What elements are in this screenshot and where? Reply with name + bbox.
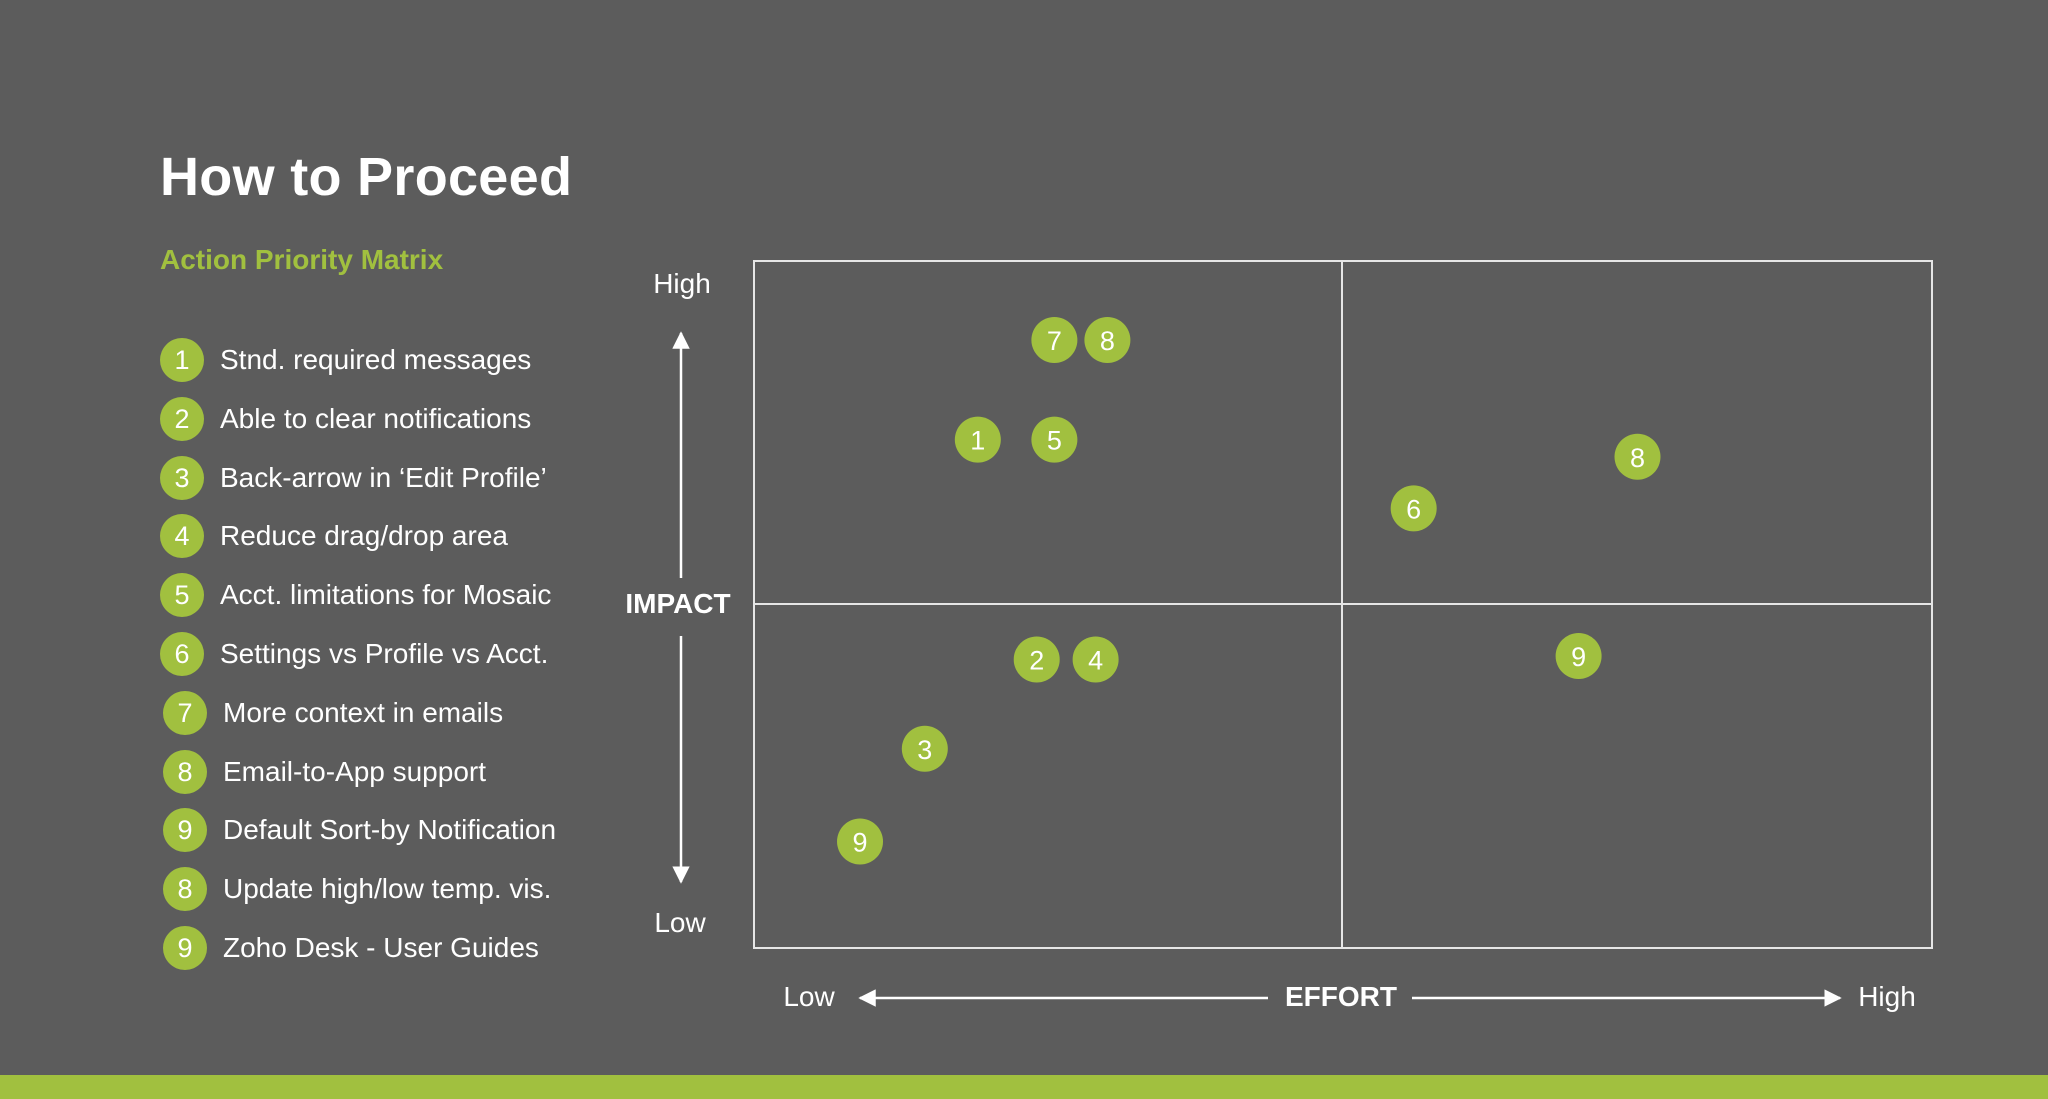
y-axis-low-label: Low xyxy=(654,907,706,938)
legend-number-badge: 8 xyxy=(163,750,207,794)
x-axis-label: EFFORT xyxy=(1285,981,1397,1012)
matrix-points: 7 8 1 5 8 6 2 4 9 3 9 xyxy=(837,317,1661,865)
matrix-point-label: 9 xyxy=(853,828,868,858)
matrix-point-marker xyxy=(1031,416,1078,463)
matrix-point-label: 1 xyxy=(970,426,985,456)
legend-number-badge: 7 xyxy=(163,691,207,735)
legend-label: Email-to-App support xyxy=(223,756,487,787)
matrix-point-marker xyxy=(901,725,948,772)
legend-item: 3 Back-arrow in ‘Edit Profile’ xyxy=(160,454,620,502)
footer-accent-bar xyxy=(0,1075,2048,1099)
matrix-point-label: 2 xyxy=(1029,645,1044,675)
matrix-point-5: 5 xyxy=(1031,416,1078,463)
matrix-point-marker xyxy=(1031,317,1078,364)
legend-item: 4 Reduce drag/drop area xyxy=(160,512,620,560)
legend-label: Default Sort-by Notification xyxy=(223,814,557,845)
matrix-point-label: 3 xyxy=(917,735,932,765)
matrix-point-label: 7 xyxy=(1047,326,1062,356)
y-axis-high-label: High xyxy=(653,268,711,299)
legend-number-badge: 9 xyxy=(163,808,207,852)
matrix-point-marker xyxy=(837,818,884,865)
legend-number-badge: 9 xyxy=(163,926,207,970)
page-title: How to Proceed xyxy=(160,147,573,207)
x-axis-low-label: Low xyxy=(783,981,835,1012)
y-axis-label: IMPACT xyxy=(625,588,730,619)
legend-label: More context in emails xyxy=(223,697,504,728)
matrix-point-8: 8 xyxy=(1084,317,1131,364)
matrix-point-label: 5 xyxy=(1047,426,1062,456)
legend-item: 7 More context in emails xyxy=(163,689,623,737)
page-subtitle: Action Priority Matrix xyxy=(160,244,444,275)
legend-label: Update high/low temp. vis. xyxy=(223,873,552,904)
legend-number-badge: 8 xyxy=(163,867,207,911)
legend-number-badge: 5 xyxy=(160,573,204,617)
matrix-point-9: 9 xyxy=(1555,633,1602,680)
legend-number-badge: 4 xyxy=(160,514,204,558)
legend-item: 8 Email-to-App support xyxy=(163,748,623,796)
matrix-point-label: 6 xyxy=(1406,494,1421,524)
legend-item: 2 Able to clear notifications xyxy=(160,395,620,443)
matrix-point-7: 7 xyxy=(1031,317,1078,364)
legend-label: Acct. limitations for Mosaic xyxy=(220,579,552,610)
matrix-point-2: 2 xyxy=(1013,636,1060,683)
legend-item: 5 Acct. limitations for Mosaic xyxy=(160,571,620,619)
legend-item: 1 Stnd. required messages xyxy=(160,336,620,384)
matrix-point-1: 1 xyxy=(954,416,1001,463)
matrix-point-3: 3 xyxy=(901,725,948,772)
legend-number-badge: 2 xyxy=(160,397,204,441)
legend-item: 9 Zoho Desk - User Guides xyxy=(163,924,623,972)
matrix-point-4: 4 xyxy=(1072,636,1119,683)
legend-label: Back-arrow in ‘Edit Profile’ xyxy=(220,462,547,493)
x-axis-high-label: High xyxy=(1858,981,1916,1012)
legend-number-badge: 1 xyxy=(160,338,204,382)
matrix-point-label: 8 xyxy=(1100,326,1115,356)
matrix-point-marker xyxy=(954,416,1001,463)
matrix-point-marker xyxy=(1072,636,1119,683)
legend-item: 6 Settings vs Profile vs Acct. xyxy=(160,630,620,678)
legend-label: Stnd. required messages xyxy=(220,344,532,375)
legend-number-badge: 3 xyxy=(160,456,204,500)
matrix-point-marker xyxy=(1390,485,1437,532)
matrix-point-8: 8 xyxy=(1614,433,1661,480)
legend-number-badge: 6 xyxy=(160,632,204,676)
matrix-point-marker xyxy=(1084,317,1131,364)
legend-item: 9 Default Sort-by Notification xyxy=(163,806,623,854)
legend-label: Reduce drag/drop area xyxy=(220,520,508,551)
matrix-point-marker xyxy=(1555,633,1602,680)
legend-label: Able to clear notifications xyxy=(220,403,532,434)
matrix-point-label: 9 xyxy=(1571,642,1586,672)
legend-label: Zoho Desk - User Guides xyxy=(223,932,539,963)
matrix-point-marker xyxy=(1013,636,1060,683)
matrix-point-9: 9 xyxy=(837,818,884,865)
matrix-point-6: 6 xyxy=(1390,485,1437,532)
matrix-point-marker xyxy=(1614,433,1661,480)
matrix-point-label: 8 xyxy=(1630,443,1645,473)
legend-item: 8 Update high/low temp. vis. xyxy=(163,865,623,913)
legend-label: Settings vs Profile vs Acct. xyxy=(220,638,549,669)
matrix-point-label: 4 xyxy=(1088,645,1103,675)
